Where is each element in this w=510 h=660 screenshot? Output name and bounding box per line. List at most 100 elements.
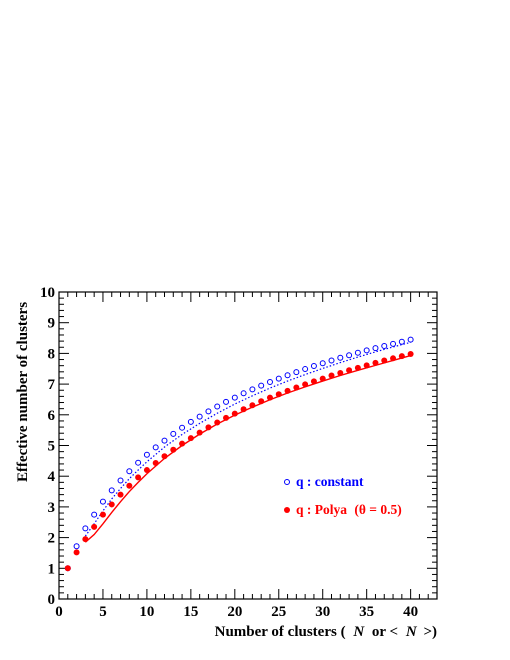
point-polya [354, 364, 361, 371]
x-tick-label: 30 [315, 604, 330, 620]
point-constant [91, 511, 98, 518]
legend: q : constant q : Polya (θ = 0.5) [284, 474, 402, 517]
point-polya [91, 523, 98, 530]
point-polya [240, 406, 247, 413]
point-polya [346, 367, 353, 374]
point-constant [266, 378, 273, 385]
point-polya [73, 549, 80, 556]
point-polya [231, 410, 238, 417]
point-constant [205, 408, 212, 415]
x-tick-label: 25 [271, 604, 286, 620]
legend-label-polya-theta: (θ = 0.5) [354, 502, 401, 517]
point-polya [398, 353, 405, 360]
point-polya [275, 391, 282, 398]
y-tick-label: 10 [40, 285, 55, 301]
point-constant [293, 369, 300, 376]
point-polya [363, 362, 370, 369]
point-constant [337, 354, 344, 361]
point-polya [179, 440, 186, 447]
y-tick-label: 9 [48, 316, 56, 332]
x-tick-label: 35 [359, 604, 374, 620]
point-polya [319, 375, 326, 382]
point-constant [310, 362, 317, 369]
point-constant [346, 352, 353, 359]
point-constant [223, 398, 230, 405]
legend-marker-constant [284, 479, 290, 485]
point-constant [390, 340, 397, 347]
point-constant [372, 345, 379, 352]
point-constant [275, 375, 282, 382]
y-tick-label: 7 [48, 377, 56, 393]
legend-label-constant: q : constant [296, 474, 364, 489]
point-polya [381, 357, 388, 364]
x-tick-label: 5 [99, 604, 107, 620]
point-constant [82, 525, 89, 532]
point-polya [293, 384, 300, 391]
y-tick-label: 5 [48, 439, 56, 455]
point-polya [223, 414, 230, 421]
point-polya [170, 446, 177, 453]
point-constant [214, 403, 221, 410]
point-polya [310, 378, 317, 385]
legend-label-polya-name: q : Polya [296, 502, 347, 517]
point-constant [363, 347, 370, 354]
legend-label-polya: q : Polya (θ = 0.5) [296, 502, 402, 517]
y-axis-title: Effective number of clusters [15, 302, 31, 482]
point-polya [117, 491, 124, 498]
point-constant [319, 360, 326, 367]
x-tick-label: 0 [55, 604, 63, 620]
point-polya [337, 370, 344, 377]
point-polya [266, 394, 273, 401]
tick-labels: 0 5 10 15 20 25 30 35 40 0 1 2 3 4 5 6 7 8 9 10 [40, 285, 418, 620]
x-tick-label: 20 [227, 604, 242, 620]
point-polya [372, 359, 379, 366]
point-constant [161, 437, 168, 444]
point-constant [117, 477, 124, 484]
point-constant [126, 468, 133, 475]
point-constant [240, 390, 247, 397]
y-tick-label: 8 [48, 346, 56, 362]
y-tick-label: 2 [48, 531, 56, 547]
y-tick-label: 1 [48, 561, 56, 577]
point-polya [196, 429, 203, 436]
point-constant [99, 498, 106, 505]
point-constant [398, 338, 405, 345]
x-axis-title-part3: >) [423, 624, 437, 640]
x-tick-label: 40 [403, 604, 418, 620]
x-tick-label: 10 [139, 604, 154, 620]
point-constant [249, 386, 256, 393]
y-tick-label: 6 [48, 408, 56, 424]
point-constant [179, 424, 186, 431]
point-polya [214, 419, 221, 426]
x-axis-title-part1: Number of clusters ( [215, 624, 346, 640]
y-tick-label: 3 [48, 500, 56, 516]
point-constant [354, 349, 361, 356]
point-polya [152, 460, 159, 466]
point-polya [108, 501, 115, 508]
x-axis-title-part2: or < [372, 624, 398, 640]
point-polya [99, 511, 106, 518]
point-constant [284, 372, 291, 379]
y-tick-label: 4 [48, 469, 56, 485]
point-polya [64, 565, 71, 572]
point-polya [205, 424, 212, 431]
point-polya [390, 355, 397, 362]
point-constant [381, 343, 388, 350]
x-axis-title-n1: N [352, 624, 365, 640]
point-constant [187, 418, 194, 425]
point-polya [284, 387, 291, 394]
point-constant [258, 382, 265, 389]
point-constant [135, 459, 142, 466]
point-constant [108, 487, 115, 494]
point-constant [196, 413, 203, 420]
x-axis-title-n2: N [405, 624, 418, 640]
point-polya [249, 402, 256, 409]
point-polya [135, 474, 142, 481]
legend-marker-polya [284, 507, 290, 513]
point-constant [73, 543, 80, 550]
point-polya [407, 351, 414, 358]
axis-ticks [58, 291, 438, 600]
point-constant [302, 366, 309, 373]
data-points [64, 336, 414, 572]
